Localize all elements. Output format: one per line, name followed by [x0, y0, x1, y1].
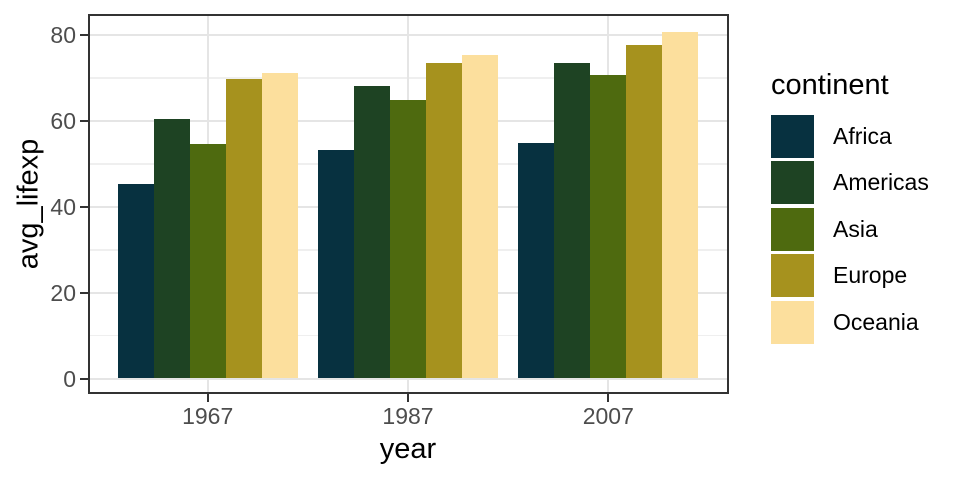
legend-swatch-asia: [771, 207, 814, 251]
legend-swatch-oceania: [771, 300, 814, 344]
bar-europe-1967: [225, 79, 262, 379]
y-tick: [79, 205, 88, 208]
legend-swatch-africa: [771, 114, 814, 158]
bar-africa-1967: [117, 184, 154, 379]
plot-panel: [87, 14, 729, 394]
y-axis-title: avg_lifexp: [12, 138, 45, 270]
legend-label: Americas: [833, 169, 929, 196]
bar-europe-1987: [426, 62, 462, 379]
legend: continent Africa Americas Asia Europe Oceani…: [771, 70, 929, 344]
x-tick-label: 2007: [582, 403, 634, 429]
legend-label: Asia: [833, 215, 878, 242]
y-tick: [79, 377, 88, 380]
bar-asia-1967: [189, 144, 226, 379]
legend-item-asia: Asia: [771, 207, 929, 251]
legend-label: Oceania: [833, 308, 919, 335]
y-tick-label: 60: [50, 108, 76, 135]
legend-swatch-europe: [771, 254, 814, 298]
legend-item-europe: Europe: [771, 254, 929, 298]
x-tick-label: 1967: [182, 403, 234, 429]
y-tick: [79, 291, 88, 294]
legend-title: continent: [771, 69, 889, 101]
bar-asia-2007: [590, 75, 627, 379]
y-tick: [79, 34, 88, 37]
x-tick-label: 1987: [382, 403, 434, 429]
bar-americas-2007: [554, 62, 591, 379]
y-tick-label: 40: [50, 193, 76, 220]
bar-africa-2007: [518, 143, 555, 379]
x-tick: [206, 393, 209, 402]
bar-oceania-1987: [462, 55, 498, 379]
bar-africa-1987: [318, 149, 354, 379]
legend-label: Africa: [833, 122, 892, 149]
bar-asia-1987: [390, 100, 426, 379]
x-tick: [407, 393, 409, 402]
bar-europe-2007: [626, 45, 663, 379]
y-tick-label: 80: [50, 22, 76, 49]
legend-item-oceania: Oceania: [771, 300, 929, 344]
bar-oceania-1967: [261, 72, 298, 379]
bar-americas-1987: [354, 86, 390, 379]
y-tick-label: 0: [63, 365, 76, 392]
legend-item-africa: Africa: [771, 114, 929, 158]
x-axis-title: year: [379, 433, 437, 465]
legend-swatch-americas: [771, 161, 814, 205]
x-tick: [607, 393, 610, 402]
y-tick: [79, 120, 88, 123]
legend-label: Europe: [833, 262, 908, 289]
legend-items: Africa Americas Asia Europe Oceania: [771, 111, 929, 344]
bar-oceania-2007: [662, 32, 699, 379]
y-tick-label: 20: [50, 279, 76, 306]
legend-item-americas: Americas: [771, 161, 929, 205]
bar-americas-1967: [153, 119, 190, 379]
